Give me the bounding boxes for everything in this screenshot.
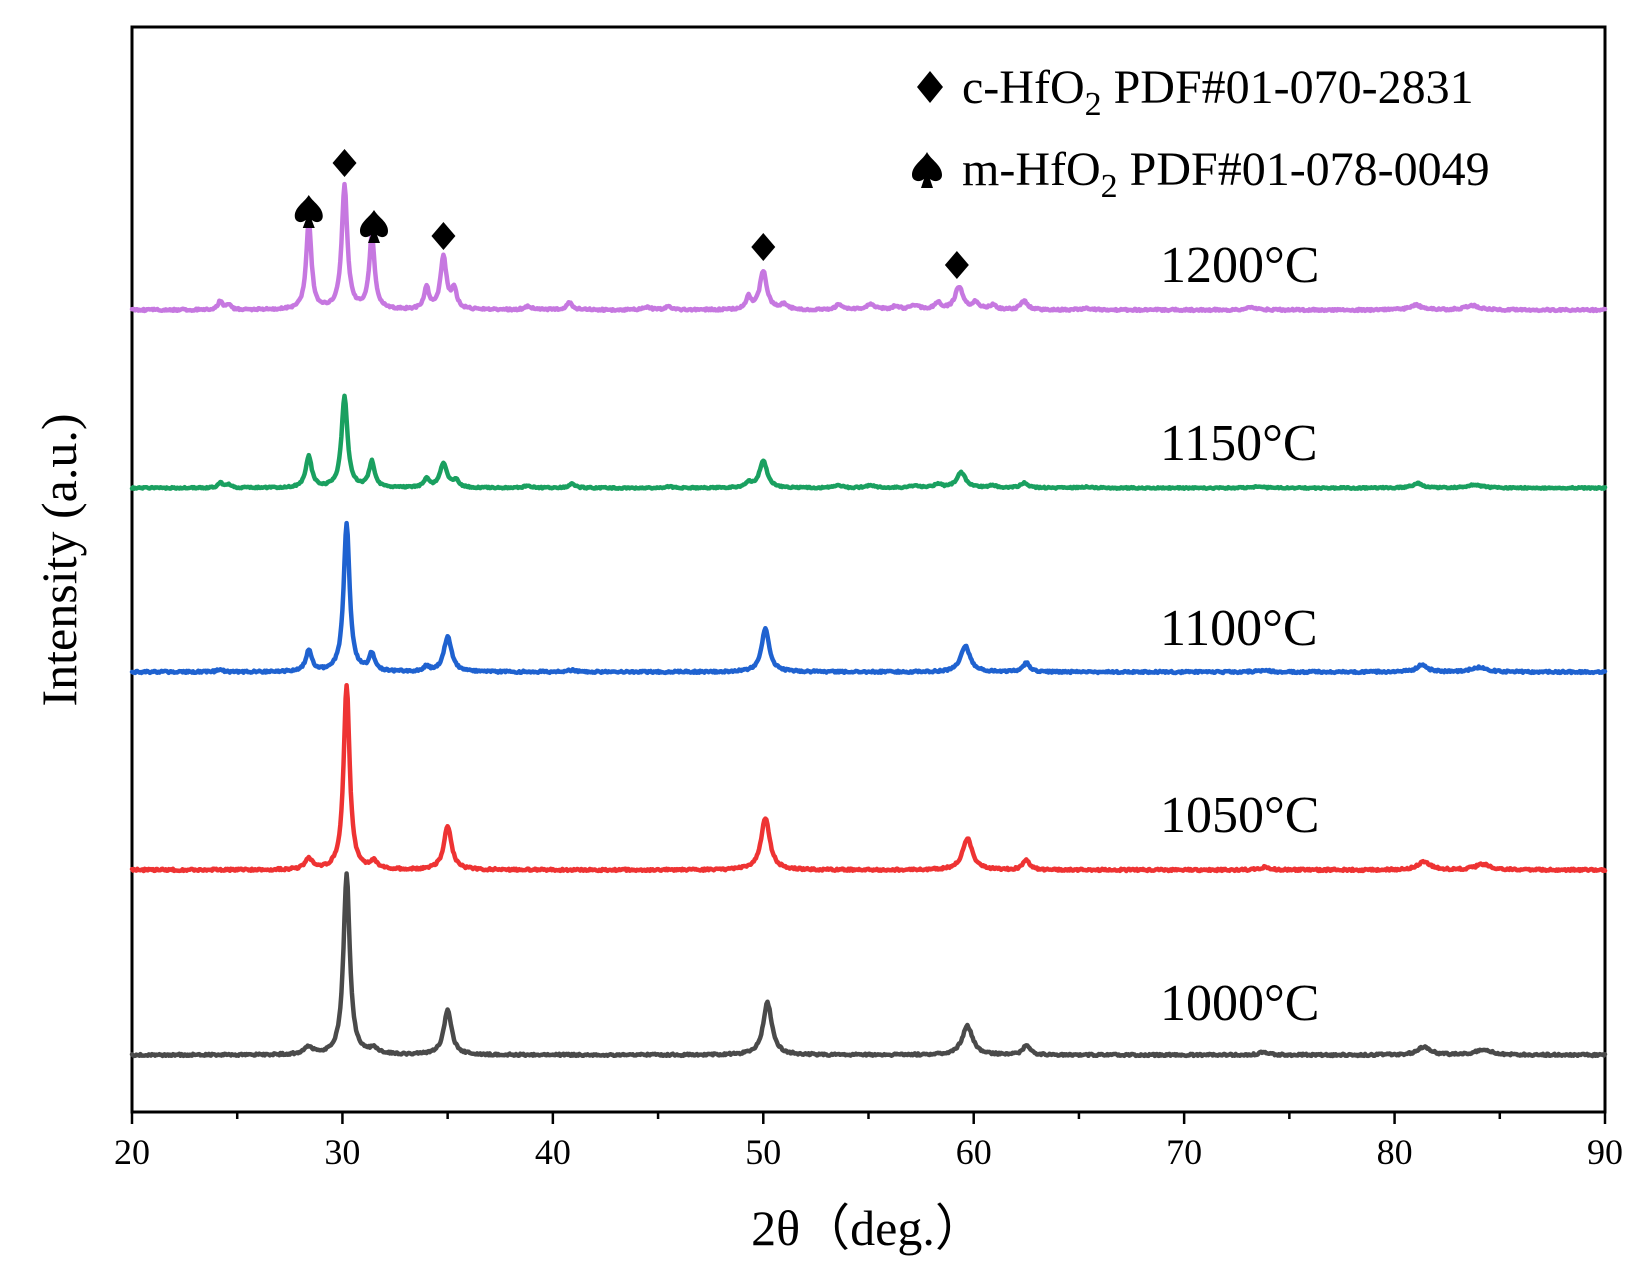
x-tick-label: 70 — [1166, 1132, 1202, 1172]
series-line-1150 — [129, 393, 1608, 491]
diamond-icon — [944, 251, 969, 279]
diamond-icon — [917, 71, 943, 103]
series-label-1100: 1100°C — [1160, 600, 1318, 657]
x-tick-label: 80 — [1377, 1132, 1413, 1172]
series-line-1000 — [129, 871, 1608, 1059]
series-label-1050: 1050°C — [1160, 787, 1319, 844]
diamond-icon — [332, 149, 357, 177]
legend-entry-c-hfo2: c-HfO2 PDF#01-070-2831 — [917, 61, 1474, 123]
peak-markers — [294, 149, 969, 279]
x-tick-label: 20 — [114, 1132, 150, 1172]
diamond-icon — [751, 233, 776, 261]
x-tick-label: 40 — [535, 1132, 571, 1172]
series-labels: 1000°C 1050°C 1100°C 1150°C 1200°C — [1160, 237, 1319, 1032]
spade-icon — [912, 152, 942, 188]
series-line-1050 — [129, 682, 1608, 874]
x-axis-title: 2θ（deg.） — [751, 1200, 985, 1256]
x-tick-label: 60 — [956, 1132, 992, 1172]
series-traces — [129, 181, 1608, 1059]
series-line-1200 — [129, 181, 1608, 314]
series-line-1100 — [129, 520, 1608, 676]
series-label-1150: 1150°C — [1160, 415, 1318, 472]
x-tick-label: 30 — [324, 1132, 360, 1172]
plot-area: 1000°C 1050°C 1100°C 1150°C 1200°C 20 30 40 50 6… — [114, 25, 1623, 1172]
diamond-icon — [431, 222, 456, 250]
spade-icon — [359, 210, 388, 243]
legend-label-c-hfo2: c-HfO2 PDF#01-070-2831 — [962, 61, 1474, 123]
legend: c-HfO2 PDF#01-070-2831 m-HfO2 PDF#01-078… — [912, 61, 1490, 205]
x-axis-ticks: 20 30 40 50 60 70 80 90 — [114, 1112, 1623, 1172]
series-label-1200: 1200°C — [1160, 237, 1319, 294]
series-label-1000: 1000°C — [1160, 975, 1319, 1032]
legend-label-m-hfo2: m-HfO2 PDF#01-078-0049 — [962, 143, 1490, 205]
y-axis-title: Intensity (a.u.) — [31, 414, 87, 707]
x-tick-label: 50 — [745, 1132, 781, 1172]
spade-icon — [294, 195, 323, 228]
legend-entry-m-hfo2: m-HfO2 PDF#01-078-0049 — [912, 143, 1490, 205]
x-tick-label: 90 — [1587, 1132, 1623, 1172]
